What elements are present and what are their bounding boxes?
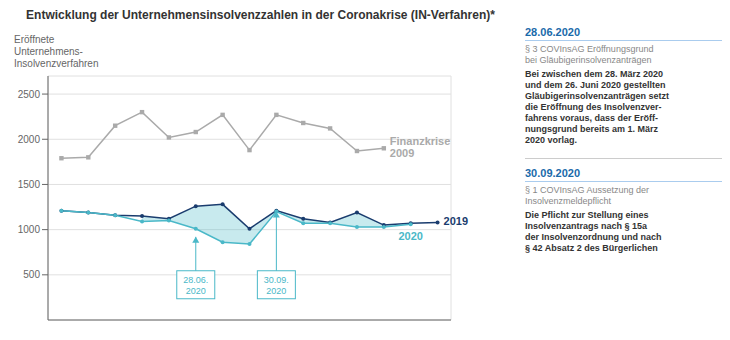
svg-text:Finanzkrise2009: Finanzkrise2009 xyxy=(390,135,451,159)
svg-text:30.09.2020: 30.09.2020 xyxy=(264,275,289,296)
html-text:§ 3 COVInsAG Eröffnungsgrund b: § 3 COVInsAG Eröffnungsgrund bei Gläubig… xyxy=(525,44,654,65)
html-text:28.06.2020: 28.06.2020 xyxy=(525,26,581,38)
html-text:30.09.2020: 30.09.2020 xyxy=(525,167,581,179)
svg-text:2019: 2019 xyxy=(444,215,468,227)
svg-text:28.06.2020: 28.06.2020 xyxy=(183,275,208,296)
html-text:§ 1 COVInsAG Aussetzung der In: § 1 COVInsAG Aussetzung der Insolvenzmel… xyxy=(525,185,650,206)
html-text:Die Pflicht zur Stellung eines: Die Pflicht zur Stellung eines Insolvenz… xyxy=(525,210,662,253)
svg-text:1000: 1000 xyxy=(18,224,41,235)
svg-text:500: 500 xyxy=(23,269,40,280)
html-text:Bei zwischen dem 28. März 2020: Bei zwischen dem 28. März 2020 und dem 2… xyxy=(525,69,669,145)
svg-text:2020: 2020 xyxy=(398,230,422,242)
html-text:Entwicklung der Unternehmensin: Entwicklung der Unternehmensinsolvenzzah… xyxy=(26,8,495,22)
svg-text:2000: 2000 xyxy=(18,134,41,145)
html-text:Eröffnete Unternehmens- Insolv: Eröffnete Unternehmens- Insolvenzverfahr… xyxy=(14,34,99,69)
svg-text:1500: 1500 xyxy=(18,179,41,190)
svg-text:2500: 2500 xyxy=(18,89,41,100)
